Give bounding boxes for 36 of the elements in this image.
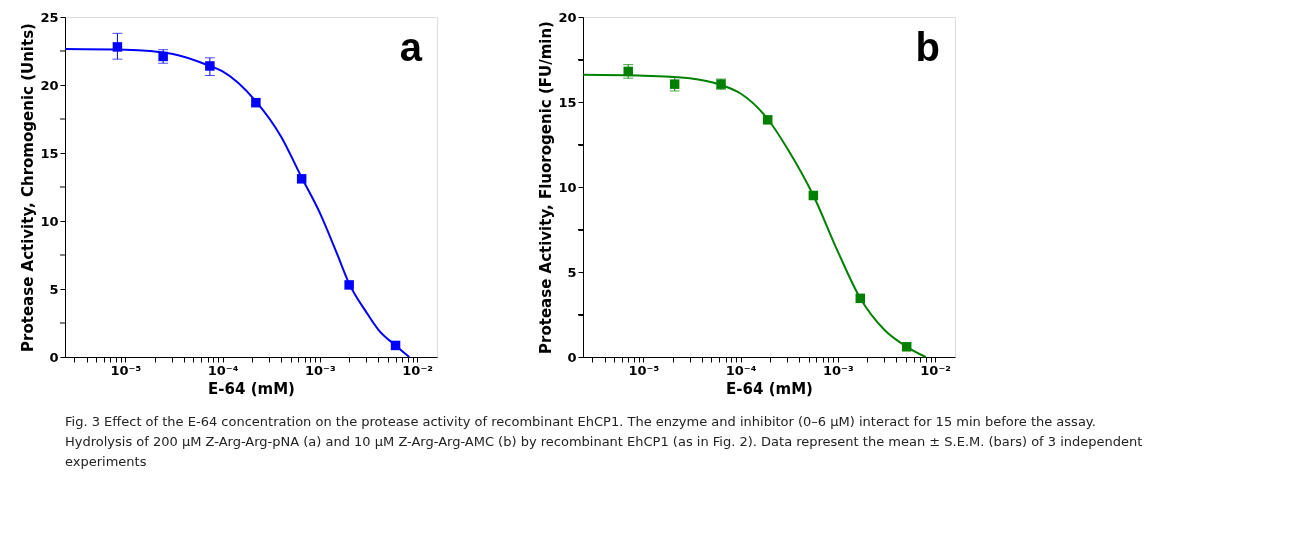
y-tick-label: 0 <box>49 349 59 365</box>
y-tick-label: 15 <box>558 94 577 110</box>
y-tick-label: 20 <box>40 77 59 93</box>
x-tick-label: 10⁻⁴ <box>207 362 239 378</box>
point <box>344 280 354 290</box>
y-axis-title: Protease Activity, Chromogenic (Units) <box>19 23 38 352</box>
point <box>296 174 307 184</box>
x-tick-label: 10⁻² <box>402 362 433 378</box>
y-tick-label: 0 <box>567 349 577 365</box>
point <box>205 61 215 71</box>
y-tick-label: 25 <box>40 9 59 25</box>
annotation: b <box>915 25 940 69</box>
x-tick-label: 10⁻² <box>920 362 951 378</box>
y-tick-label: 5 <box>567 264 577 280</box>
x-tick-label: 10⁻⁵ <box>628 362 660 378</box>
x-tick-label: 10⁻⁴ <box>725 362 757 378</box>
y-tick-label: 15 <box>40 145 59 161</box>
point <box>762 115 773 125</box>
y-tick-label: 20 <box>558 9 577 25</box>
x-tick-label: 10⁻⁵ <box>110 362 142 378</box>
x-axis-title: E-64 (mM) <box>208 379 295 398</box>
point <box>251 97 261 108</box>
point <box>901 342 912 352</box>
point <box>112 42 123 52</box>
y-tick-label: 10 <box>558 179 577 195</box>
point <box>390 340 401 351</box>
point <box>855 293 866 304</box>
y-tick-label: 10 <box>40 213 59 229</box>
x-tick-label: 10⁻³ <box>823 362 854 378</box>
x-tick-label: 10⁻³ <box>305 362 336 378</box>
point <box>808 190 819 201</box>
annotation: a <box>399 25 423 69</box>
y-axis-title: Protease Activity, Fluorogenic (FU/min) <box>537 21 556 354</box>
caption: Fig. 3 Effect of the E-64 concentration on the protease activity of recombinant EhCP1. The enzyme and inhibitor (0–6 μM) interact for 15 min before the assay. Hydrolysis of 200 μM Z-Arg-Arg-pNA (a) and 10 μM Z-Arg-Arg-AMC (b) by recombinant EhCP1 (as in Fig. 2). Data represent the mean ± S.E.M. (bars) of 3 independent experiments <box>65 414 1143 469</box>
x-axis-title: E-64 (mM) <box>726 379 813 398</box>
y-tick-label: 5 <box>49 281 59 297</box>
